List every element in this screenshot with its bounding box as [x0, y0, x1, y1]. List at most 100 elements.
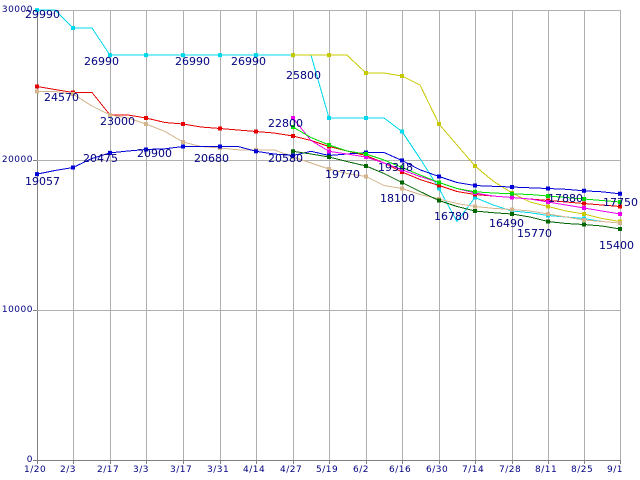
darkgreen-series-marker [473, 209, 477, 213]
label-20680: 20680 [194, 152, 229, 165]
cyan-series-marker [400, 129, 404, 134]
label-26990-a: 26990 [84, 55, 119, 68]
red-series-marker [400, 170, 404, 174]
magenta-series-marker [510, 195, 514, 200]
x-axis-label-8-11: 8/11 [535, 465, 558, 475]
label-19348: 19348 [378, 161, 413, 174]
x-axis-label-6-16: 6/16 [389, 465, 412, 475]
x-axis-label-9-1: 9/1 [607, 465, 623, 475]
tan-series-marker [144, 122, 148, 126]
darkgreen-series [291, 149, 622, 231]
green-series-marker [291, 125, 295, 129]
label-15400: 15400 [599, 239, 634, 252]
olive-series-marker [291, 53, 295, 58]
label-20580: 20580 [268, 152, 303, 165]
x-axis-label-3-31: 3/31 [207, 465, 230, 475]
x-axis-label-7-14: 7/14 [462, 465, 485, 475]
cyan-series-marker [327, 116, 331, 120]
darkgreen-series-marker [437, 198, 441, 203]
x-axis-label-4-14: 4/14 [243, 465, 266, 475]
darkgreen-series-marker [291, 149, 295, 154]
olive-series-marker [546, 204, 550, 209]
y-axis-label-20000: 20000 [1, 155, 33, 165]
olive-series-line [293, 54, 621, 222]
darkgreen-series-marker [364, 164, 368, 168]
blue-series-marker [473, 183, 477, 188]
magenta-series-marker [291, 116, 295, 120]
cyan-series-marker [364, 116, 368, 120]
x-axis-label-2-17: 2/17 [97, 465, 120, 475]
darkgreen-series-marker [327, 155, 331, 159]
magenta-series-marker [582, 206, 586, 210]
y-axis-label-0: 0 [26, 455, 33, 465]
green-series-marker [473, 189, 477, 194]
red-series-marker [35, 84, 39, 89]
red-series-marker [291, 134, 295, 138]
red-series-marker [218, 126, 222, 131]
x-axis-label-4-27: 4/27 [280, 465, 303, 475]
red-series-marker [254, 129, 258, 134]
green-series-marker [510, 191, 514, 196]
darkgreen-series-marker [546, 219, 550, 224]
label-18100: 18100 [380, 192, 415, 205]
darkgreen-series-marker [582, 222, 586, 227]
red-series-marker [582, 201, 586, 206]
label-29990: 29990 [25, 8, 60, 21]
green-series-marker [437, 180, 441, 185]
label-19770: 19770 [325, 168, 360, 181]
blue-series-marker [546, 186, 550, 191]
blue-series-marker [144, 147, 148, 152]
tan-series-marker [582, 218, 586, 222]
blue-series-marker [218, 144, 222, 149]
tan-series-marker [618, 221, 622, 225]
green-series-marker [400, 165, 404, 170]
label-16490: 16490 [489, 217, 524, 230]
label-26990-b: 26990 [175, 55, 210, 68]
y-axis-label-10000: 10000 [1, 305, 33, 315]
tan-series-marker [400, 186, 404, 191]
magenta-series-marker [618, 212, 622, 216]
darkgreen-series-marker [510, 212, 514, 216]
olive-series-marker [327, 53, 331, 58]
x-axis-label-3-3: 3/3 [133, 465, 149, 475]
olive-series-marker [582, 212, 586, 216]
green-series-marker [582, 197, 586, 201]
label-22800: 22800 [268, 117, 303, 130]
magenta-series-marker [327, 149, 331, 154]
green-series-marker [327, 143, 331, 147]
tan-series-marker [108, 113, 112, 117]
x-axis-label-6-2: 6/2 [353, 465, 369, 475]
magenta-series-marker [546, 200, 550, 204]
red-series-marker [437, 183, 441, 188]
red-series-marker [618, 204, 622, 209]
x-axis-label-6-30: 6/30 [426, 465, 449, 475]
blue-series-marker [181, 144, 185, 149]
label-17880: 17880 [548, 192, 583, 205]
red-series-marker [181, 122, 185, 126]
blue-series-marker [582, 188, 586, 193]
label-17750: 17750 [603, 196, 638, 209]
label-20900: 20900 [137, 147, 172, 160]
x-axis-label-3-17: 3/17 [170, 465, 193, 475]
tan-series-marker [35, 89, 39, 94]
cyan-series-marker [473, 195, 477, 200]
tan-series-marker [327, 167, 331, 171]
label-25800: 25800 [286, 69, 321, 82]
olive-series-marker [473, 164, 477, 168]
cyan-series-marker [71, 26, 75, 30]
x-axis-label-1-20: 1/20 [24, 465, 47, 475]
olive-series-marker [364, 71, 368, 75]
blue-series-marker [618, 191, 622, 196]
darkgreen-series-marker [400, 180, 404, 185]
olive-series-marker [437, 122, 441, 126]
blue-series-marker [291, 153, 295, 158]
green-series-marker [546, 194, 550, 198]
tan-series-marker [510, 207, 514, 212]
blue-series-marker [35, 172, 39, 177]
tan-series-marker [364, 174, 368, 179]
x-axis-label-2-3: 2/3 [60, 465, 76, 475]
cyan-series-marker [181, 53, 185, 58]
darkgreen-series-marker [618, 227, 622, 231]
tan-series-marker [473, 204, 477, 209]
